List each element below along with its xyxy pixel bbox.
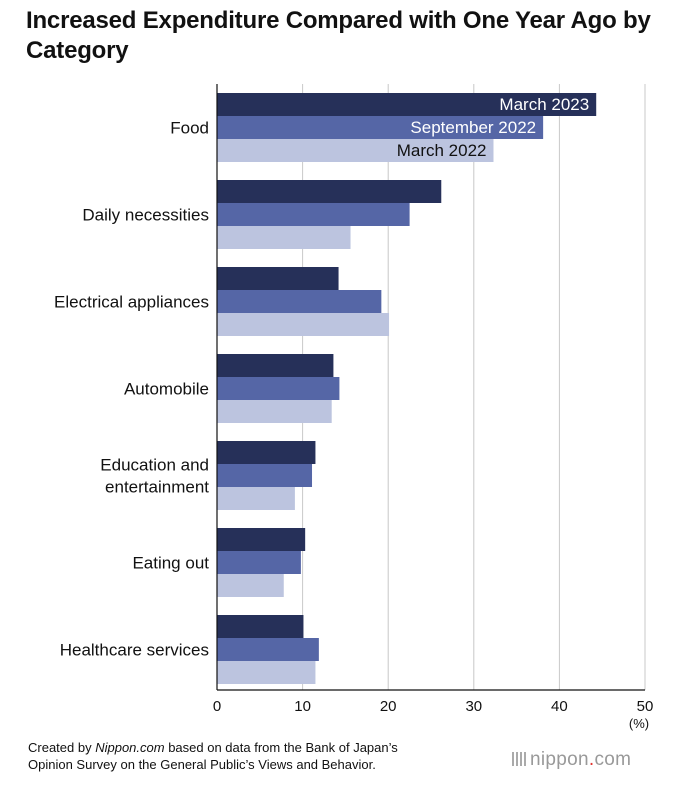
category-label: Daily necessities — [82, 206, 209, 225]
category-label: Electrical appliances — [54, 293, 209, 312]
bar — [217, 574, 284, 597]
x-tick-label: 20 — [380, 698, 397, 715]
logo-mark-icon — [512, 752, 526, 766]
bar — [217, 638, 319, 661]
bar — [217, 400, 332, 423]
bar — [217, 377, 340, 400]
bar — [217, 354, 334, 377]
legend-label: September 2022 — [410, 118, 536, 137]
source-note: Created by Nippon.com based on data from… — [28, 740, 398, 772]
legend-label: March 2023 — [499, 95, 589, 114]
x-tick-label: 10 — [294, 698, 311, 715]
x-unit-label: (%) — [629, 716, 649, 731]
bar — [217, 441, 316, 464]
bar — [217, 487, 295, 510]
bar — [217, 93, 597, 116]
bar — [217, 551, 301, 574]
x-tick-label: 30 — [465, 698, 482, 715]
bar — [217, 661, 316, 684]
x-tick-label: 40 — [551, 698, 568, 715]
bar — [217, 139, 494, 162]
bar — [217, 226, 351, 249]
chart-title: Increased Expenditure Compared with One … — [26, 7, 651, 64]
category-label: Healthcare services — [60, 641, 209, 660]
legend-label: March 2022 — [397, 141, 487, 160]
category-label: Education and — [100, 456, 209, 475]
bar — [217, 313, 390, 336]
bar — [217, 615, 304, 638]
x-tick-label: 0 — [213, 698, 221, 715]
category-label: Automobile — [124, 380, 209, 399]
nippon-logo: nippon.com — [512, 749, 631, 771]
category-label: Eating out — [132, 554, 209, 573]
category-label: entertainment — [105, 478, 209, 497]
source-site: Nippon.com — [95, 740, 165, 755]
bar — [217, 180, 442, 203]
category-label: Food — [170, 119, 209, 138]
bar — [217, 203, 410, 226]
bar — [217, 116, 544, 139]
bar — [217, 267, 339, 290]
bar — [217, 528, 306, 551]
x-tick-label: 50 — [637, 698, 654, 715]
bar — [217, 290, 382, 313]
bar — [217, 464, 313, 487]
